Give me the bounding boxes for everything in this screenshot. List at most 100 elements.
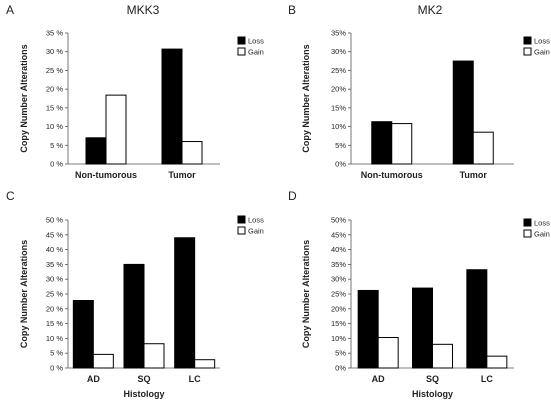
chart-panel-a: A MKK3 0 % 5 % 10 % 15 % 20 % 25 % 30 % 35 % Copy … xyxy=(6,3,264,180)
legend-label: Loss xyxy=(534,37,550,46)
y-tick-label: 5% xyxy=(335,349,346,358)
x-tick-label: AD xyxy=(87,374,100,384)
y-tick-label: 30 % xyxy=(46,275,63,284)
x-axis-label: Histology xyxy=(123,389,164,399)
y-axis-label: Copy Number Alterations xyxy=(301,240,311,348)
y-tick-label: 25 % xyxy=(46,290,63,299)
legend-swatch-loss xyxy=(237,36,246,45)
y-tick-label: 30% xyxy=(331,47,346,56)
bar-gain-lc xyxy=(486,355,508,369)
x-tick-label: AD xyxy=(372,374,385,384)
bar-loss-tumor xyxy=(452,60,474,165)
bar-loss-sq xyxy=(123,263,145,369)
panel-letter: D xyxy=(288,189,297,203)
chart-title: MKK3 xyxy=(127,3,160,17)
legend-swatch-gain xyxy=(237,47,246,56)
chart-panel-b: B MK2 0% 5% 10% 15% 20% 25% 30% 35% Copy Number Al… xyxy=(288,3,550,180)
panel-letter: C xyxy=(6,189,15,203)
x-axis-label: Histology xyxy=(412,389,453,399)
y-tick-label: 10% xyxy=(331,334,346,343)
y-tick-label: 35 % xyxy=(46,260,63,269)
bar-loss-lc xyxy=(466,269,488,369)
legend-label: Loss xyxy=(248,37,264,46)
chart-panel-d: D 0% 5% 10% 15% 20% 25% 30% 35% 40% 45% 50% Copy Num… xyxy=(288,189,550,399)
y-tick-label: 25 % xyxy=(46,66,63,75)
panel-letter: B xyxy=(288,3,296,17)
legend-label: Loss xyxy=(248,216,264,225)
y-tick-label: 0 % xyxy=(50,160,63,169)
y-tick-label: 50% xyxy=(331,216,346,225)
legend-swatch-gain xyxy=(523,229,532,238)
y-tick-label: 10 % xyxy=(46,122,63,131)
x-tick-label: LC xyxy=(481,374,493,384)
y-tick-label: 25% xyxy=(331,290,346,299)
y-tick-label: 20% xyxy=(331,85,346,94)
legend-swatch-gain xyxy=(523,47,532,56)
y-tick-label: 10 % xyxy=(46,334,63,343)
bar-loss-lc xyxy=(174,237,196,369)
legend-label: Gain xyxy=(248,48,264,57)
bar-gain-non-tumorous xyxy=(105,94,127,165)
legend-label: Gain xyxy=(534,48,550,57)
legend-label: Gain xyxy=(534,230,550,239)
bar-gain-lc xyxy=(194,359,216,369)
x-tick-label: SQ xyxy=(426,374,439,384)
legend: Loss Gain xyxy=(523,218,550,239)
legend-swatch-gain xyxy=(237,226,246,235)
chart-title: MK2 xyxy=(418,3,443,17)
legend: Loss Gain xyxy=(237,36,264,57)
bar-loss-non-tumorous xyxy=(85,137,107,165)
y-tick-label: 5% xyxy=(335,141,346,150)
panel-letter: A xyxy=(6,3,14,17)
y-tick-label: 45% xyxy=(331,230,346,239)
bar-loss-ad xyxy=(357,289,379,369)
legend-swatch-loss xyxy=(237,215,246,224)
legend-swatch-loss xyxy=(523,36,532,45)
y-tick-label: 15 % xyxy=(46,319,63,328)
y-tick-label: 35% xyxy=(331,29,346,38)
bar-gain-tumor xyxy=(181,141,203,165)
y-tick-label: 25% xyxy=(331,66,346,75)
legend-label: Gain xyxy=(248,227,264,236)
bar-gain-ad xyxy=(377,337,399,369)
bar-gain-non-tumorous xyxy=(391,123,413,165)
y-tick-label: 0 % xyxy=(50,364,63,373)
y-tick-label: 20 % xyxy=(46,85,63,94)
y-tick-label: 20 % xyxy=(46,304,63,313)
y-tick-label: 35% xyxy=(331,260,346,269)
x-tick-label: SQ xyxy=(137,374,150,384)
bar-gain-ad xyxy=(92,353,114,369)
y-tick-label: 0% xyxy=(335,160,346,169)
legend: Loss Gain xyxy=(523,36,550,57)
y-tick-label: 35 % xyxy=(46,29,63,38)
bar-gain-sq xyxy=(432,343,453,369)
y-axis-label: Copy Number Alterations xyxy=(19,44,29,152)
y-axis-label: Copy Number Alterations xyxy=(301,44,311,152)
y-tick-label: 50 % xyxy=(46,216,63,225)
y-tick-label: 15 % xyxy=(46,103,63,112)
bar-loss-ad xyxy=(72,300,94,369)
y-axis-label: Copy Number Alterations xyxy=(19,240,29,348)
bar-loss-non-tumorous xyxy=(371,121,393,165)
legend-label: Loss xyxy=(534,219,550,228)
bar-loss-tumor xyxy=(161,48,183,165)
legend-swatch-loss xyxy=(523,218,532,227)
y-tick-label: 5 % xyxy=(50,141,63,150)
bar-gain-sq xyxy=(143,343,165,369)
chart-panel-c: C 0 % 5 % 10 % 15 % 20 % 25 % 30 % 35 % 40 % 45 % 5… xyxy=(6,189,264,399)
y-tick-label: 45 % xyxy=(46,230,63,239)
y-tick-label: 40% xyxy=(331,245,346,254)
bar-gain-tumor xyxy=(472,131,494,165)
x-tick-label: Non-tumorous xyxy=(75,170,137,180)
y-tick-label: 15% xyxy=(331,319,346,328)
y-tick-label: 5 % xyxy=(50,349,63,358)
x-tick-label: Non-tumorous xyxy=(361,170,423,180)
x-tick-label: Tumor xyxy=(168,170,196,180)
bar-loss-sq xyxy=(412,287,433,369)
y-tick-label: 30% xyxy=(331,275,346,284)
y-tick-label: 30 % xyxy=(46,47,63,56)
x-tick-label: Tumor xyxy=(460,170,488,180)
y-tick-label: 20% xyxy=(331,304,346,313)
x-tick-label: LC xyxy=(189,374,201,384)
